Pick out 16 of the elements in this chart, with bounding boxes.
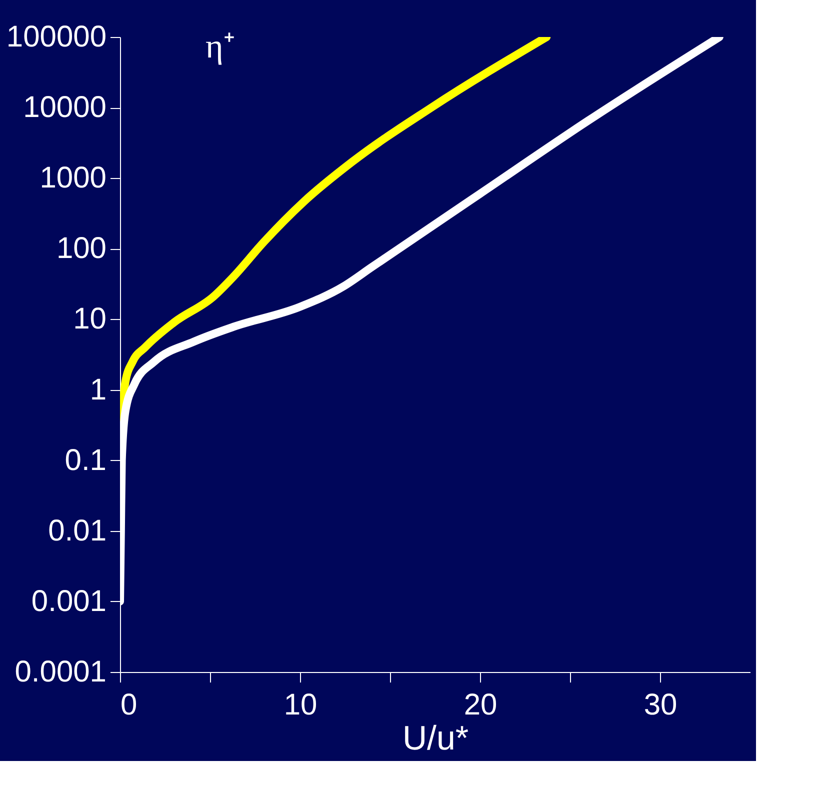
x-tick-label: 0 bbox=[120, 688, 138, 722]
y-tick-label: 0.001 bbox=[31, 584, 106, 618]
x-tick-label: 30 bbox=[644, 688, 678, 722]
y-tick-label: 0.1 bbox=[64, 444, 106, 477]
y-tick-label: 100 bbox=[56, 232, 106, 266]
y-tick-label: 1 bbox=[90, 373, 106, 406]
y-tick-label: 100000 bbox=[6, 20, 106, 54]
y-tick-label: 0.01 bbox=[48, 514, 106, 548]
y-tick-label: 1000 bbox=[40, 162, 106, 195]
x-axis-title: U/u* bbox=[402, 720, 469, 758]
y-tick-label: 0.0001 bbox=[14, 656, 106, 688]
y-tick-label: 10 bbox=[73, 302, 106, 336]
x-tick-label: 10 bbox=[284, 688, 318, 722]
y-axis-title: η⁺ bbox=[206, 28, 234, 66]
x-tick-label: 20 bbox=[464, 688, 498, 722]
y-tick-label: 10000 bbox=[23, 91, 106, 124]
